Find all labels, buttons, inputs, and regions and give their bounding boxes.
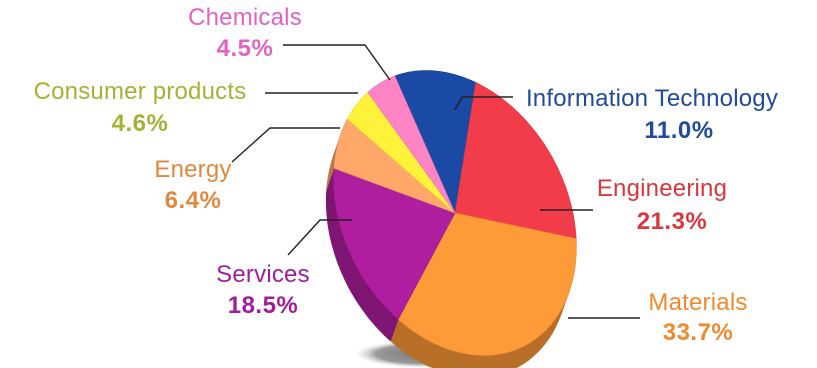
label-engineering: Engineering — [597, 175, 727, 202]
slice-materials — [397, 212, 577, 356]
value-label-chemicals: 4.5% — [217, 35, 274, 62]
leader-lines — [231, 44, 640, 319]
label-chemicals: Chemicals — [188, 4, 302, 31]
leader-line-services — [287, 219, 352, 256]
value-label-information-technology: 11.0% — [644, 117, 713, 144]
leader-line-energy — [231, 127, 340, 163]
value-label-consumer-products: 4.6% — [112, 110, 169, 137]
label-consumer-products: Consumer products — [34, 78, 247, 105]
slice-services — [333, 167, 456, 320]
label-energy: Energy — [154, 156, 231, 183]
label-materials: Materials — [648, 289, 747, 316]
slice-energy — [333, 118, 456, 214]
leader-line-information-technology — [454, 96, 513, 111]
label-information-technology: Information Technology — [526, 85, 778, 112]
slice-chemicals — [367, 75, 456, 214]
leader-line-chemicals — [283, 44, 391, 81]
value-label-services: 18.5% — [228, 292, 299, 319]
pie-slices — [333, 70, 577, 356]
label-services: Services — [216, 261, 310, 288]
slice-labels: Information Technology 11.0% Engineering 21… — [34, 4, 778, 346]
slice-consumer-products — [346, 91, 456, 214]
slice-information-technology — [394, 70, 477, 215]
value-label-engineering: 21.3% — [637, 208, 708, 235]
value-label-energy: 6.4% — [165, 187, 222, 214]
value-label-materials: 33.7% — [663, 319, 734, 346]
